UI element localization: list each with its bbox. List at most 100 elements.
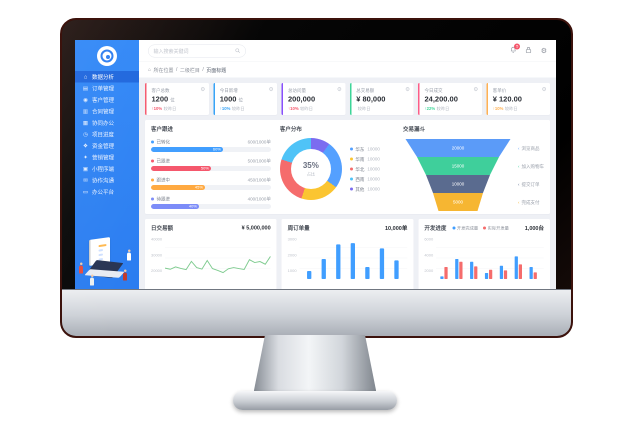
funnel-value: 15000 [451, 163, 465, 169]
breadcrumb: ⌂ 所在位置 / 二级栏目 / 页面标题 [139, 62, 556, 78]
dashboard-app: ⌂ 数据分析 ▤ 订单管理 ◉ 客户管理 ▥ 合同管理 ▦ 协同办公 ◷ 项目进度 ❖ 资金管… [75, 40, 556, 290]
topbar-actions: 5 ⚙ [510, 43, 547, 56]
sidebar-item-label: 资金管理 [92, 143, 114, 150]
sidebar-item-platform[interactable]: ▭ 办公平台 [75, 186, 139, 198]
sidebar-item-miniapp[interactable]: ▣ 小程序端 [75, 163, 139, 175]
sidebar-item-marketing[interactable]: ✦ 营销管理 [75, 152, 139, 164]
monitor-stand-base [233, 391, 397, 410]
legend-item[interactable]: 其他 10000 [349, 186, 380, 193]
gear-icon[interactable]: ⚙ [336, 86, 342, 93]
document-icon: ▤ [82, 85, 89, 92]
breadcrumb-divider: / [176, 67, 178, 73]
y-tick: 3000 [287, 237, 297, 242]
stat-note: 较昨日 [436, 106, 450, 111]
gear-icon[interactable]: ⚙ [200, 86, 206, 93]
monitor-icon: ▭ [82, 189, 89, 195]
bar-chart[interactable] [299, 237, 408, 279]
legend-item[interactable]: 华南 10000 [349, 156, 380, 163]
monitor-chin [62, 289, 571, 336]
stat-card-new-customers[interactable]: ⚙ 今日新增 1000 位 ↑10% 较昨日 [213, 83, 277, 115]
sidebar-item-label: 数据分析 [92, 74, 114, 81]
progress-bar: 45% [151, 185, 271, 190]
legend-dot [349, 147, 353, 151]
legend-item[interactable]: 华北 10000 [349, 166, 380, 173]
sidebar-item-projects[interactable]: ◷ 项目进度 [75, 129, 139, 141]
monitor-frame: ⌂ 数据分析 ▤ 订单管理 ◉ 客户管理 ▥ 合同管理 ▦ 协同办公 ◷ 项目进度 ❖ 资金管… [60, 18, 573, 338]
app-icon: ▣ [82, 166, 89, 172]
stat-label: 总交易额 [356, 88, 375, 93]
gear-icon[interactable]: ⚙ [268, 86, 274, 93]
monitor-stand-neck [254, 335, 376, 395]
sidebar-item-contracts[interactable]: ▥ 合同管理 [75, 106, 139, 118]
stat-card-today-trade[interactable]: ⚙ 今日成交 24,200.00 ↑22% 较昨日 [418, 83, 482, 115]
search-input[interactable]: 输入搜索关键词 [148, 44, 246, 58]
donut-chart[interactable]: 35% 占比 [279, 138, 342, 200]
progress-row: 待跟进 400/1000单 40% [151, 196, 271, 209]
stat-value: 1000 [219, 95, 237, 104]
sidebar-item-messages[interactable]: ✉ 协作沟通 [75, 175, 139, 187]
stat-card-customers-total[interactable]: ⚙ 客户总数 1200 位 ↑10% 较昨日 [145, 83, 209, 115]
progress-label: 跟进中 [156, 177, 171, 183]
stat-note: 较昨日 [504, 106, 518, 111]
y-tick: 2000 [424, 268, 434, 274]
grouped-bar-chart[interactable] [436, 237, 544, 279]
y-tick: 30000 [151, 252, 163, 258]
funnel-label: ‹ 提交订单 [517, 181, 540, 187]
progress-row: 跟进中 450/1000单 45% [151, 177, 271, 190]
section-title: 客户分布 [279, 126, 302, 133]
gear-icon[interactable]: ⚙ [541, 86, 547, 93]
progress-label: 待跟进 [156, 196, 171, 202]
stat-delta: ↑10% [492, 106, 504, 111]
progress-bar: 50% [151, 166, 271, 171]
progress-label: 已转化 [156, 139, 171, 145]
stat-label: 客单价 [492, 88, 507, 93]
breadcrumb-divider: / [202, 67, 204, 73]
breadcrumb-section[interactable]: 二级栏目 [179, 68, 200, 74]
legend-dot [151, 159, 154, 163]
sidebar-item-dashboard[interactable]: ⌂ 数据分析 [75, 71, 139, 83]
legend-item[interactable]: 西南 10000 [349, 176, 380, 183]
diamond-icon: ❖ [83, 143, 88, 149]
stat-note: 较昨日 [163, 106, 177, 111]
stat-label: 总访问量 [288, 88, 307, 93]
folder-icon: ▥ [82, 108, 89, 115]
funnel-chart[interactable]: 20000 ‹ 浏览商品 15000 ‹ 加入购物车 10000 ‹ 提交订单 5000 ‹ 完… [403, 139, 544, 211]
weekly-orders-panel: 周订单量 10,000单 3000 2000 1000 [281, 219, 414, 290]
gear-icon[interactable]: ⚙ [473, 86, 479, 93]
panel-total: 10,000单 [385, 225, 408, 232]
sidebar-item-customers[interactable]: ◉ 客户管理 [75, 94, 139, 106]
stat-card-visits[interactable]: ⚙ 总访问量 200,000 ↑10% 较昨日 [281, 83, 346, 115]
notifications-button[interactable]: 5 [510, 43, 521, 56]
search-icon [235, 48, 241, 54]
progress-row: 已转化 600/1000单 60% [151, 139, 271, 152]
sidebar-item-label: 小程序端 [92, 166, 114, 173]
legend-dot [483, 226, 487, 230]
settings-button[interactable]: ⚙ [540, 46, 547, 55]
breadcrumb-home[interactable]: 所在位置 [153, 68, 174, 74]
lock-button[interactable] [526, 47, 532, 56]
funnel-section: 交易漏斗 20000 ‹ 浏览商品 15000 ‹ 加入购物车 10000 ‹ 提交订单 5… [398, 125, 544, 211]
y-tick: 4000 [424, 252, 434, 258]
stat-cards-row: ⚙ 客户总数 1200 位 ↑10% 较昨日 ⚙ 今日新增 1000 位 ↑10%… [145, 83, 550, 115]
panel-title: 日交易额 [151, 225, 173, 232]
section-title: 客户跟进 [151, 126, 173, 133]
progress-value: 600/1000单 [247, 139, 271, 145]
notification-badge: 5 [514, 43, 521, 50]
stat-card-total-trade[interactable]: ⚙ 总交易额 ¥ 80,000 较昨日 [349, 83, 414, 115]
search-placeholder: 输入搜索关键词 [153, 49, 189, 55]
app-logo[interactable] [97, 46, 117, 66]
y-tick: 20000 [151, 268, 163, 274]
panel-title: 周订单量 [287, 225, 310, 232]
line-chart[interactable] [165, 237, 271, 279]
legend-dot [349, 157, 353, 161]
sidebar-item-funds[interactable]: ❖ 资金管理 [75, 140, 139, 152]
follow-up-section: 客户跟进 已转化 600/1000单 60% 已跟进 500/1000单 50% 跟… [151, 125, 271, 209]
stat-note: 较昨日 [300, 106, 313, 111]
y-tick: 6000 [424, 237, 434, 242]
gear-icon[interactable]: ⚙ [405, 86, 410, 93]
sidebar-item-orders[interactable]: ▤ 订单管理 [75, 83, 139, 95]
donut-legend: 华东 10000 华南 10000 华北 10000 西南 10000 其他 10000 [349, 142, 380, 196]
sidebar-item-office[interactable]: ▦ 协同办公 [75, 117, 139, 129]
legend-item[interactable]: 华东 10000 [349, 146, 380, 153]
stat-card-avg-order[interactable]: ⚙ 客单价 ¥ 120.00 ↑10% 较昨日 [486, 83, 550, 115]
